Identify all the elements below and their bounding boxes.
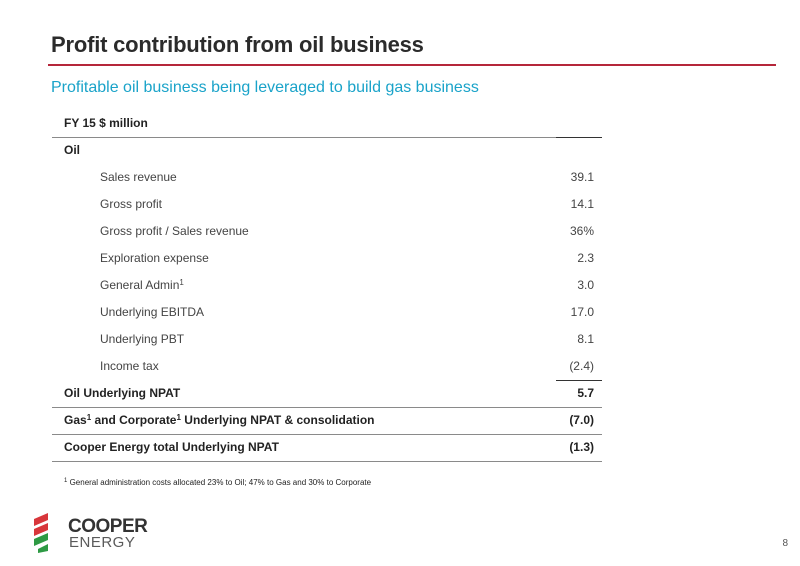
title-divider	[48, 64, 776, 66]
table-row: Income tax (2.4)	[52, 353, 602, 380]
row-label: Gross profit	[100, 197, 163, 211]
row-value: (7.0)	[569, 413, 594, 427]
table-row: Underlying EBITDA 17.0	[52, 299, 602, 326]
row-label: Exploration expense	[100, 251, 209, 265]
profit-table: FY 15 $ million Oil Sales revenue 39.1 G…	[52, 110, 602, 462]
total-row: Cooper Energy total Underlying NPAT (1.3…	[52, 434, 602, 461]
row-label: Sales revenue	[100, 170, 177, 184]
row-value: 36%	[569, 224, 594, 238]
page-subtitle: Profitable oil business being leveraged …	[51, 79, 479, 96]
cooper-energy-logo: COOPER ENERGY	[28, 513, 148, 553]
footnote: 1 General administration costs allocated…	[64, 478, 372, 487]
page-title: Profit contribution from oil business	[51, 32, 424, 57]
row-value: 2.3	[577, 251, 594, 265]
row-value: 39.1	[570, 170, 594, 184]
row-value: 5.7	[577, 386, 594, 400]
value-header-rule	[556, 137, 602, 138]
logo-word-energy: ENERGY	[69, 534, 136, 551]
gas-corporate-rule	[52, 434, 602, 435]
row-label: Underlying EBITDA	[100, 305, 205, 319]
table-header-row: FY 15 $ million	[52, 110, 602, 137]
row-value: (2.4)	[569, 359, 594, 373]
total-rule	[52, 461, 602, 462]
row-label: General Admin1	[100, 278, 184, 292]
table-row: Gross profit 14.1	[52, 191, 602, 218]
row-label: Gross profit / Sales revenue	[100, 224, 249, 238]
row-value: 14.1	[570, 197, 594, 211]
table-row: Exploration expense 2.3	[52, 245, 602, 272]
footnote-marker: 1	[176, 413, 181, 422]
row-label: Underlying PBT	[100, 332, 185, 346]
footnote-marker: 1	[179, 278, 184, 287]
section-label: Oil	[64, 143, 81, 157]
page-number: 8	[782, 538, 788, 549]
logo-word-cooper: COOPER	[68, 516, 148, 537]
oil-rows: Sales revenue 39.1 Gross profit 14.1 Gro…	[52, 164, 602, 380]
table-row: Underlying PBT 8.1	[52, 326, 602, 353]
table-row: Sales revenue 39.1	[52, 164, 602, 191]
row-label: Oil Underlying NPAT	[64, 386, 181, 400]
row-label: Income tax	[100, 359, 159, 373]
section-row-oil: Oil	[52, 137, 602, 164]
oil-npat-rule	[52, 407, 602, 408]
logo-mark-icon	[34, 513, 48, 553]
oil-npat-row: Oil Underlying NPAT 5.7	[52, 380, 602, 407]
table-row: General Admin1 3.0	[52, 272, 602, 299]
row-value: 17.0	[570, 305, 594, 319]
gas-corporate-row: Gas1 and Corporate1 Underlying NPAT & co…	[52, 407, 602, 434]
row-label: Gas1 and Corporate1 Underlying NPAT & co…	[64, 413, 375, 427]
table-row: Gross profit / Sales revenue 36%	[52, 218, 602, 245]
subtotal-rule	[556, 380, 602, 381]
footnote-marker: 1	[86, 413, 92, 422]
row-value: 8.1	[577, 332, 594, 346]
header-rule	[52, 137, 602, 138]
column-header: FY 15 $ million	[64, 116, 148, 130]
row-label: Cooper Energy total Underlying NPAT	[64, 440, 279, 454]
row-value: (1.3)	[569, 440, 594, 454]
row-value: 3.0	[577, 278, 594, 292]
